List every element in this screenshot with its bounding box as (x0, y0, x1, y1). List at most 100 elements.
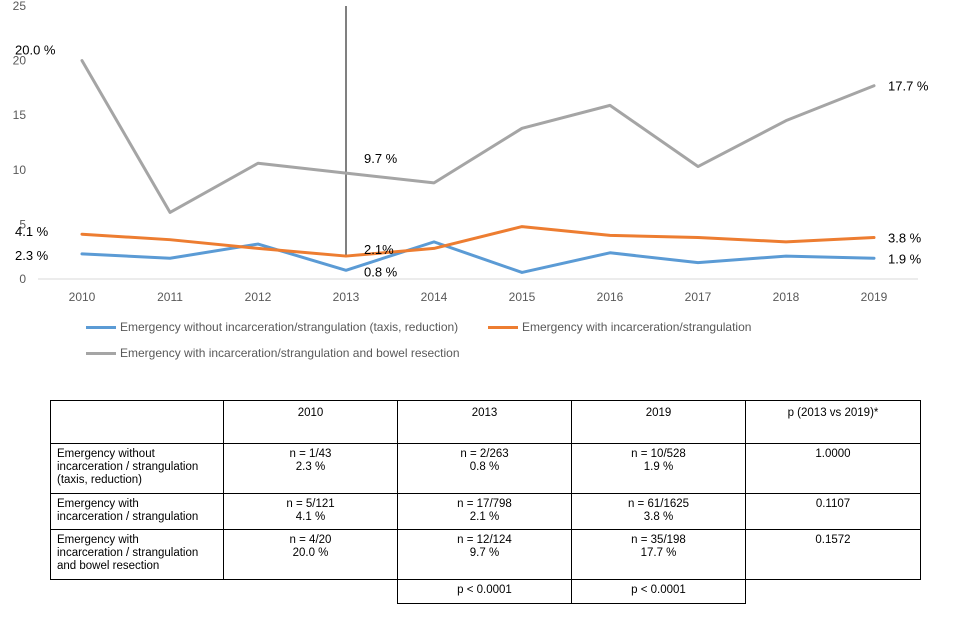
data-label: 2.1% (364, 242, 394, 257)
cell-percent: 17.7 % (640, 547, 677, 559)
cell-count: n = 61/1625 (627, 498, 690, 510)
series-line-0 (80, 240, 876, 274)
legend-label-1: Emergency with incarceration/strangulati… (522, 320, 752, 334)
x-tick-label: 2016 (597, 290, 624, 304)
row-label-line: incarceration / strangulation (57, 511, 199, 523)
row-label-line: Emergency without (57, 448, 155, 460)
footer-blank (51, 580, 224, 604)
table-header-2019: 2019 (571, 400, 746, 444)
stats-table: 2010 2013 2019 p (2013 vs 2019)* Emergen… (50, 400, 921, 604)
cell-count: n = 35/198 (631, 534, 686, 546)
series-line-2 (80, 59, 876, 214)
series-lines (80, 59, 876, 274)
y-tick-label: 5 (19, 217, 26, 231)
series-line-1 (80, 225, 876, 258)
legend-label-0: Emergency without incarceration/strangul… (120, 320, 459, 334)
row-label-line: (taxis, reduction) (57, 474, 143, 486)
x-tick-label: 2014 (421, 290, 448, 304)
table-header-row: 2010 2013 2019 p (2013 vs 2019)* (50, 400, 921, 444)
p-value: 0.1107 (815, 498, 851, 510)
x-tick-label: 2017 (685, 290, 712, 304)
y-tick-label: 10 (13, 163, 27, 177)
table-cell-p: 0.1572 (745, 529, 921, 580)
table-row: Emergency with incarceration / strangula… (50, 493, 921, 530)
cell-percent: 2.3 % (295, 461, 326, 473)
table-row: Emergency without incarceration / strang… (50, 443, 921, 494)
row-label: Emergency with incarceration / strangula… (50, 529, 224, 580)
footer-p-value: p < 0.0001 (631, 584, 686, 596)
x-tick-label: 2010 (69, 290, 96, 304)
y-tick-label: 25 (13, 0, 27, 13)
y-tick-label: 15 (13, 108, 27, 122)
data-label: 9.7 % (364, 151, 398, 166)
data-labels: 20.0 % 9.7 % 17.7 % 4.1 % 2.1% 3.8 % 2.3 % 0.8 … (15, 43, 929, 280)
legend-swatch-2 (86, 351, 116, 355)
cell-percent: 1.9 % (643, 461, 674, 473)
data-label: 1.9 % (888, 251, 922, 266)
legend-label-2: Emergency with incarceration/strangulati… (120, 346, 460, 360)
table-cell: n = 10/528 1.9 % (571, 443, 746, 494)
footer-blank (746, 580, 921, 604)
cell-percent: 0.8 % (469, 461, 500, 473)
table-row: Emergency with incarceration / strangula… (50, 529, 921, 580)
row-label-line: incarceration / strangulation (57, 547, 199, 559)
x-axis-ticks: 2010 2011 2012 2013 2014 2015 2016 2017 2018 2019 (69, 290, 888, 304)
cell-percent: 20.0 % (292, 547, 329, 559)
cell-percent: 9.7 % (469, 547, 500, 559)
x-tick-label: 2013 (333, 290, 360, 304)
data-label: 0.8 % (364, 264, 398, 279)
table-cell: n = 12/124 9.7 % (397, 529, 572, 580)
cell-count: n = 5/121 (286, 498, 335, 510)
footer-p-2019: p < 0.0001 (571, 579, 746, 604)
table-cell-p: 0.1107 (745, 493, 921, 530)
table-header-2013: 2013 (397, 400, 572, 444)
cell-count: n = 4/20 (289, 534, 332, 546)
row-label-line: and bowel resection (57, 560, 160, 572)
legend-swatch-0 (86, 325, 116, 329)
table-cell: n = 35/198 17.7 % (571, 529, 746, 580)
table-cell: n = 4/20 20.0 % (223, 529, 398, 580)
cell-count: n = 12/124 (457, 534, 512, 546)
table-cell: n = 17/798 2.1 % (397, 493, 572, 530)
p-value: 1.0000 (815, 448, 851, 460)
cell-count: n = 2/263 (460, 448, 509, 460)
p-value: 0.1572 (815, 534, 851, 546)
data-label: 2.3 % (15, 248, 49, 263)
table-header-empty (50, 400, 224, 444)
legend-item-series-1: Emergency with incarceration/strangulati… (488, 320, 751, 334)
row-label-line: Emergency with (57, 534, 139, 546)
footer-p-2013: p < 0.0001 (397, 579, 572, 604)
data-label: 20.0 % (15, 43, 56, 58)
legend-swatch-1 (488, 325, 518, 329)
cell-count: n = 10/528 (631, 448, 686, 460)
x-tick-label: 2018 (773, 290, 800, 304)
table-cell-p: 1.0000 (745, 443, 921, 494)
table-cell: n = 61/1625 3.8 % (571, 493, 746, 530)
y-axis-ticks: 0 5 10 15 20 25 (13, 0, 27, 286)
table-header-2010: 2010 (223, 400, 398, 444)
table-footer-row: p < 0.0001 p < 0.0001 (51, 579, 921, 604)
cell-percent: 4.1 % (295, 511, 326, 523)
footer-blank (224, 580, 398, 604)
row-label: Emergency with incarceration / strangula… (50, 493, 224, 530)
row-label-line: incarceration / strangulation (57, 461, 199, 473)
table-cell: n = 1/43 2.3 % (223, 443, 398, 494)
x-tick-label: 2015 (509, 290, 536, 304)
x-tick-label: 2011 (157, 290, 183, 304)
footer-p-value: p < 0.0001 (457, 584, 512, 596)
data-label: 4.1 % (15, 224, 49, 239)
data-label: 3.8 % (888, 231, 922, 246)
legend-item-series-0: Emergency without incarceration/strangul… (86, 320, 458, 334)
cell-count: n = 1/43 (289, 448, 332, 460)
cell-count: n = 17/798 (457, 498, 512, 510)
table-cell: n = 2/263 0.8 % (397, 443, 572, 494)
row-label-line: Emergency with (57, 498, 139, 510)
cell-percent: 2.1 % (469, 511, 500, 523)
data-label: 17.7 % (888, 79, 929, 94)
x-tick-label: 2019 (861, 290, 888, 304)
cell-percent: 3.8 % (643, 511, 674, 523)
row-label: Emergency without incarceration / strang… (50, 443, 224, 494)
legend-item-series-2: Emergency with incarceration/strangulati… (86, 346, 460, 360)
y-tick-label: 0 (19, 272, 26, 286)
